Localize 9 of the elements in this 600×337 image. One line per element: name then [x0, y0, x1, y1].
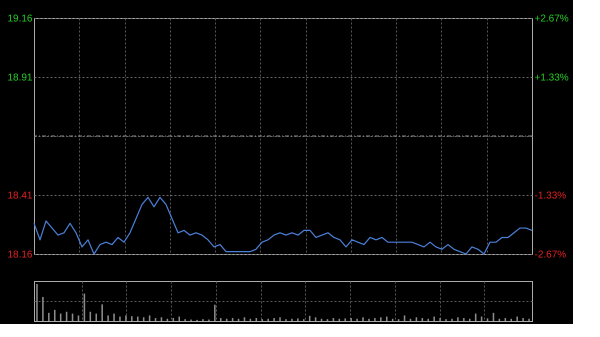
- y-tick-label: 18.41: [7, 190, 33, 202]
- y-tick-label: 18.91: [7, 72, 33, 84]
- line-series: [33, 196, 533, 255]
- y2-tick-label: -2.67%: [534, 250, 566, 260]
- y-tick-label: 19.16: [7, 14, 33, 24]
- y2-tick-label: +1.33%: [534, 72, 569, 84]
- y2-tick-label: +2.67%: [534, 14, 569, 24]
- y-tick-label: 18.16: [7, 250, 33, 260]
- y2-tick-label: -1.33%: [534, 190, 566, 202]
